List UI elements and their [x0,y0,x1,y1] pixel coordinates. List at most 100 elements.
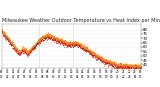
Point [68,45,70,47]
Point [85,48,87,49]
Point [0,29,3,30]
Point [72,42,74,44]
Point [35,44,38,45]
Point [34,45,37,46]
Point [16,50,19,51]
Point [90,50,93,51]
Point [53,39,56,41]
Point [11,47,14,48]
Point [116,63,119,65]
Point [74,43,76,44]
Point [129,68,131,69]
Point [136,64,139,65]
Point [71,43,73,44]
Point [76,42,79,43]
Point [43,39,45,40]
Point [84,47,87,48]
Point [5,38,7,39]
Point [114,63,116,65]
Point [106,60,109,62]
Point [115,63,118,64]
Point [74,40,77,41]
Point [77,42,79,44]
Point [27,52,29,54]
Point [117,63,119,65]
Point [139,67,142,68]
Point [65,43,67,44]
Point [105,62,107,64]
Point [28,50,30,51]
Point [122,66,125,67]
Point [4,34,6,35]
Point [47,35,50,37]
Point [114,65,116,66]
Point [32,45,35,46]
Point [113,62,116,64]
Point [78,46,81,47]
Point [136,66,139,67]
Point [19,53,22,54]
Point [82,47,85,48]
Point [124,64,127,65]
Point [46,35,49,37]
Point [18,52,21,54]
Point [121,65,124,66]
Point [5,35,7,37]
Point [124,67,127,68]
Point [84,49,87,50]
Point [114,63,116,65]
Point [103,59,105,61]
Point [72,44,75,45]
Point [76,43,79,45]
Point [134,65,137,66]
Point [130,64,133,66]
Point [136,64,139,66]
Point [113,63,116,64]
Point [138,66,141,67]
Point [68,43,70,44]
Point [5,37,7,38]
Point [10,44,13,45]
Point [94,55,97,56]
Point [127,67,129,69]
Point [77,44,79,46]
Point [1,31,4,32]
Point [112,65,114,67]
Point [32,45,34,46]
Point [116,65,118,66]
Point [42,37,44,38]
Point [103,60,105,62]
Point [118,65,121,66]
Point [23,48,26,49]
Point [72,41,74,43]
Point [114,66,116,67]
Point [107,60,109,62]
Point [105,60,108,61]
Point [70,42,73,43]
Point [54,39,56,40]
Point [27,51,30,53]
Point [73,43,76,44]
Point [82,45,85,46]
Point [110,62,113,63]
Point [2,32,4,33]
Point [82,47,85,48]
Point [42,39,44,40]
Point [101,58,104,59]
Point [15,48,18,49]
Point [103,60,106,62]
Point [111,65,114,67]
Point [87,51,90,52]
Point [22,50,25,51]
Point [37,42,40,44]
Point [124,66,127,67]
Point [8,38,11,39]
Point [27,54,29,56]
Point [101,57,103,59]
Point [21,51,24,52]
Point [49,37,52,39]
Point [25,49,27,50]
Point [90,51,92,53]
Point [136,65,139,67]
Point [53,37,56,38]
